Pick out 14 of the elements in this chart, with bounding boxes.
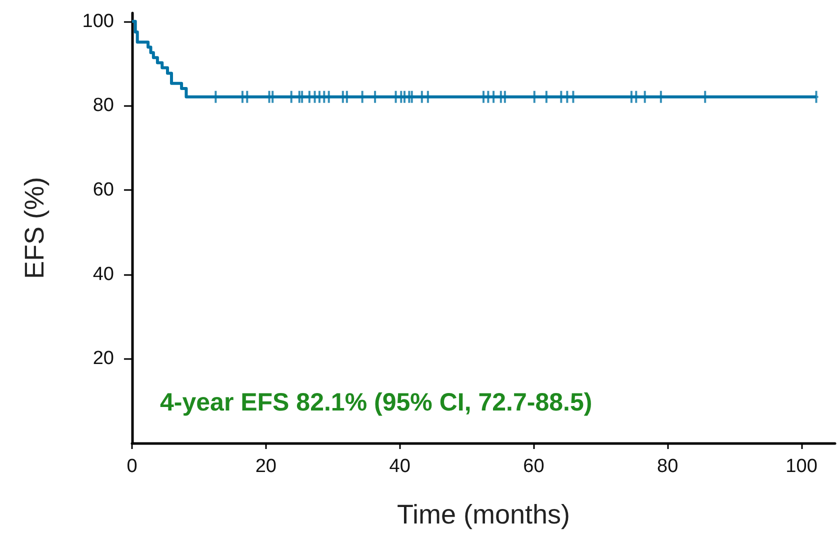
y-tick-label: 80 [92,95,114,116]
y-tick-label: 60 [92,180,114,201]
x-tick-label: 100 [786,456,818,477]
x-tick-label: 20 [255,456,276,477]
x-tick-label: 60 [523,456,544,477]
annotation: 4-year EFS 82.1% (95% CI, 72.7-88.5) [160,388,592,416]
x-tick-label: 80 [657,456,678,477]
x-axis-title: Time (months) [396,500,570,530]
y-axis-title: EFS (%) [20,176,50,280]
x-tick-label: 0 [126,456,138,477]
y-tick-label: 20 [92,348,114,370]
y-tick-label: 40 [92,264,114,285]
x-tick-label: 40 [389,456,410,477]
y-tick-label: 100 [82,10,114,32]
